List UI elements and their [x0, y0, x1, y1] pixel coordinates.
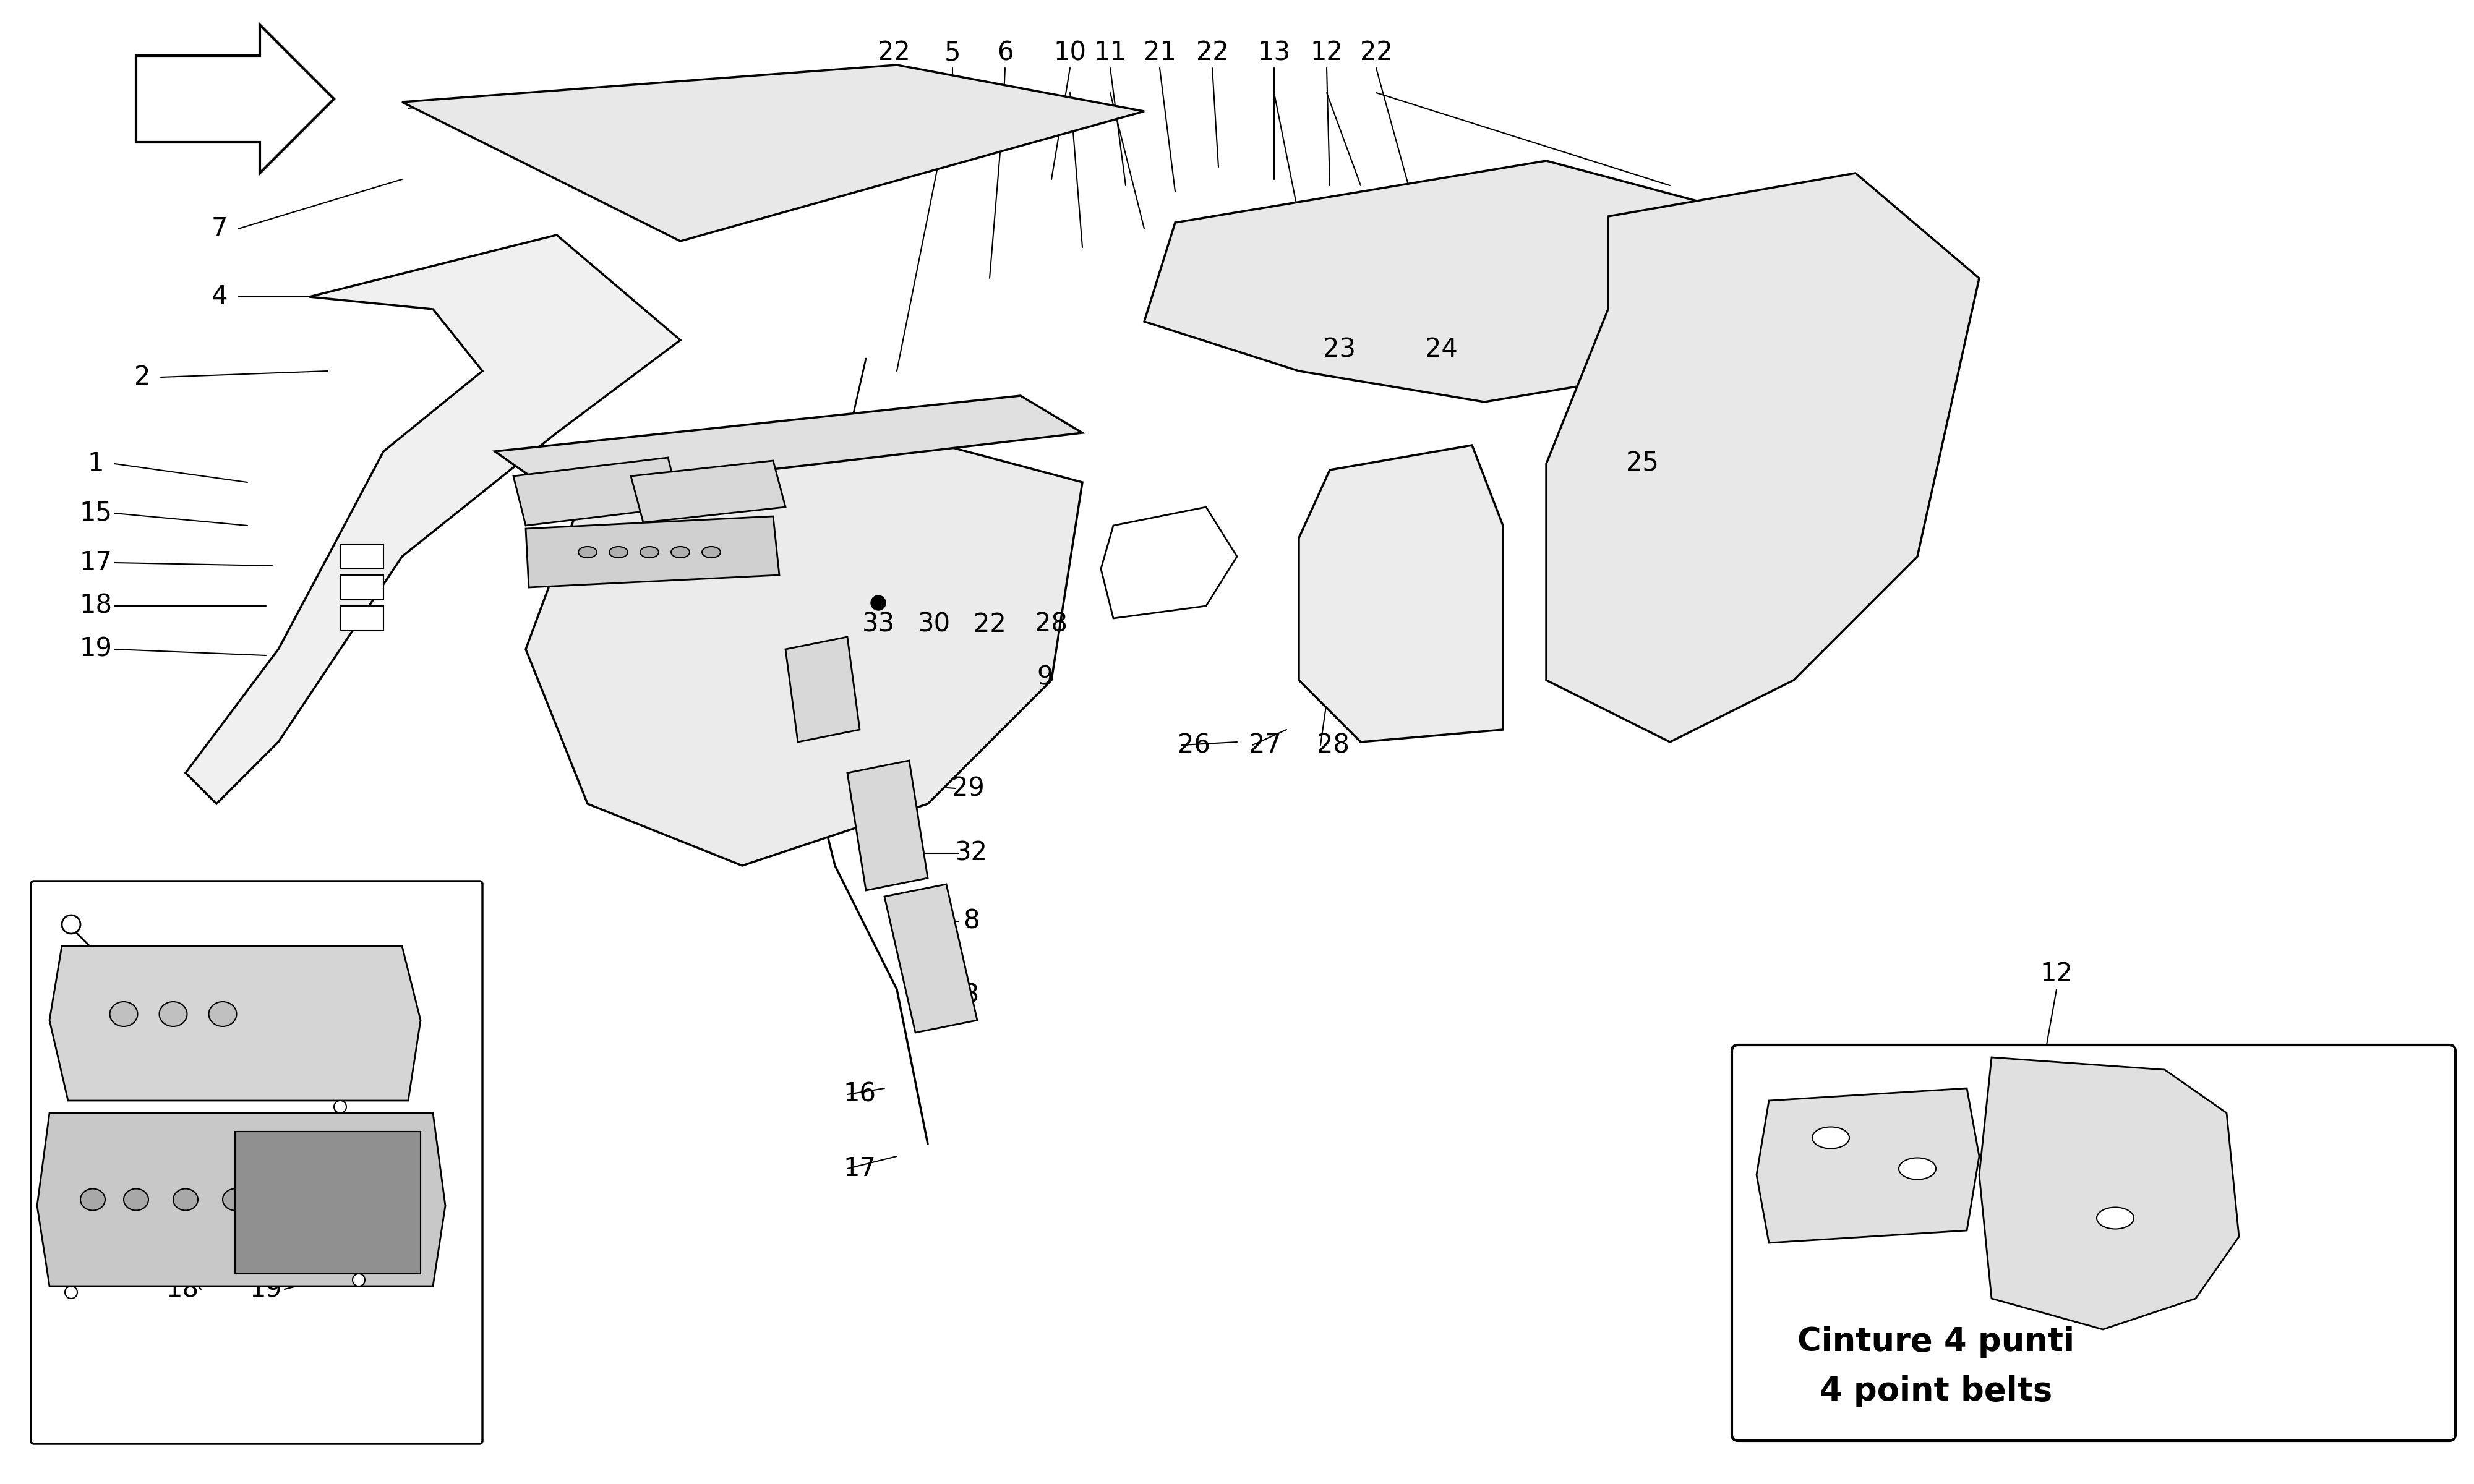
Polygon shape: [846, 760, 928, 890]
Polygon shape: [515, 457, 680, 525]
Text: 13: 13: [1831, 1251, 1863, 1278]
Polygon shape: [787, 637, 861, 742]
Polygon shape: [495, 396, 1084, 494]
Ellipse shape: [1900, 1158, 1935, 1180]
Polygon shape: [37, 1113, 445, 1287]
Text: Cinture 4 punti: Cinture 4 punti: [1796, 1325, 2073, 1358]
Polygon shape: [1979, 1057, 2239, 1330]
Text: 10: 10: [1759, 1251, 1791, 1278]
Circle shape: [64, 1287, 77, 1298]
Polygon shape: [235, 1131, 421, 1273]
Polygon shape: [341, 574, 383, 600]
Polygon shape: [49, 947, 421, 1101]
Text: 10: 10: [1054, 40, 1086, 65]
Ellipse shape: [223, 1189, 247, 1211]
Ellipse shape: [2098, 1208, 2133, 1229]
Text: 14: 14: [89, 968, 121, 993]
Text: 8: 8: [962, 908, 980, 935]
Text: 33: 33: [861, 611, 896, 638]
Text: 16: 16: [844, 1082, 876, 1107]
Polygon shape: [341, 545, 383, 568]
Text: 4 point belts: 4 point belts: [1818, 1376, 2053, 1407]
Polygon shape: [631, 460, 787, 522]
Text: 24: 24: [1425, 337, 1457, 362]
Polygon shape: [1757, 1088, 1979, 1244]
Text: 1: 1: [87, 451, 104, 476]
FancyBboxPatch shape: [1732, 1045, 2454, 1441]
FancyBboxPatch shape: [30, 881, 482, 1444]
Polygon shape: [524, 433, 1084, 865]
Circle shape: [334, 1101, 346, 1113]
Text: 6: 6: [997, 40, 1014, 65]
Text: 23: 23: [1324, 337, 1356, 362]
Text: 7: 7: [210, 215, 228, 242]
Text: 30: 30: [918, 611, 950, 638]
Text: 20: 20: [181, 1214, 215, 1241]
Text: 19: 19: [79, 637, 111, 662]
Text: 4: 4: [210, 283, 228, 310]
Text: 11: 11: [1094, 40, 1126, 65]
Ellipse shape: [124, 1189, 148, 1211]
Text: 13: 13: [1257, 40, 1291, 65]
Polygon shape: [524, 516, 779, 588]
Polygon shape: [186, 234, 680, 804]
Polygon shape: [341, 605, 383, 631]
Text: 25: 25: [1625, 451, 1658, 476]
Circle shape: [354, 1273, 366, 1287]
Text: 32: 32: [955, 840, 987, 867]
Text: 3: 3: [962, 982, 980, 1009]
Ellipse shape: [158, 1002, 188, 1027]
Text: R: R: [552, 491, 562, 508]
Ellipse shape: [79, 1189, 104, 1211]
Text: 18: 18: [79, 594, 111, 619]
Text: 21: 21: [1143, 40, 1175, 65]
Ellipse shape: [1811, 1126, 1851, 1149]
Text: 22: 22: [972, 611, 1007, 638]
Ellipse shape: [641, 546, 658, 558]
Text: 28: 28: [1034, 611, 1069, 638]
Ellipse shape: [609, 546, 628, 558]
Text: 17: 17: [79, 549, 111, 576]
Circle shape: [62, 916, 79, 933]
Ellipse shape: [579, 546, 596, 558]
Polygon shape: [886, 884, 977, 1033]
Text: 19: 19: [250, 1276, 282, 1303]
Ellipse shape: [703, 546, 720, 558]
Text: 9: 9: [1037, 665, 1054, 690]
Ellipse shape: [109, 1002, 139, 1027]
Text: 17: 17: [844, 1156, 876, 1181]
Polygon shape: [1143, 160, 1761, 402]
Polygon shape: [136, 25, 334, 174]
Circle shape: [871, 595, 886, 610]
Polygon shape: [1546, 174, 1979, 742]
Text: 15: 15: [79, 500, 111, 527]
Text: 22: 22: [1195, 40, 1230, 65]
Text: 12: 12: [1311, 40, 1343, 65]
Text: 18: 18: [166, 1276, 198, 1303]
Polygon shape: [1299, 445, 1504, 742]
Ellipse shape: [208, 1002, 238, 1027]
Text: 26: 26: [1178, 732, 1210, 758]
Text: 29: 29: [952, 775, 985, 801]
Text: R: R: [695, 476, 708, 494]
Text: 28: 28: [1316, 732, 1348, 758]
Text: 12: 12: [2041, 962, 2073, 987]
Text: 22: 22: [1361, 40, 1393, 65]
Text: 2: 2: [134, 364, 151, 390]
Ellipse shape: [173, 1189, 198, 1211]
Text: 22: 22: [878, 40, 910, 65]
Polygon shape: [1101, 508, 1237, 619]
Ellipse shape: [670, 546, 690, 558]
Text: 5: 5: [945, 40, 960, 65]
Polygon shape: [401, 65, 1143, 240]
Text: 27: 27: [1249, 732, 1282, 758]
Text: 31: 31: [181, 1171, 215, 1198]
